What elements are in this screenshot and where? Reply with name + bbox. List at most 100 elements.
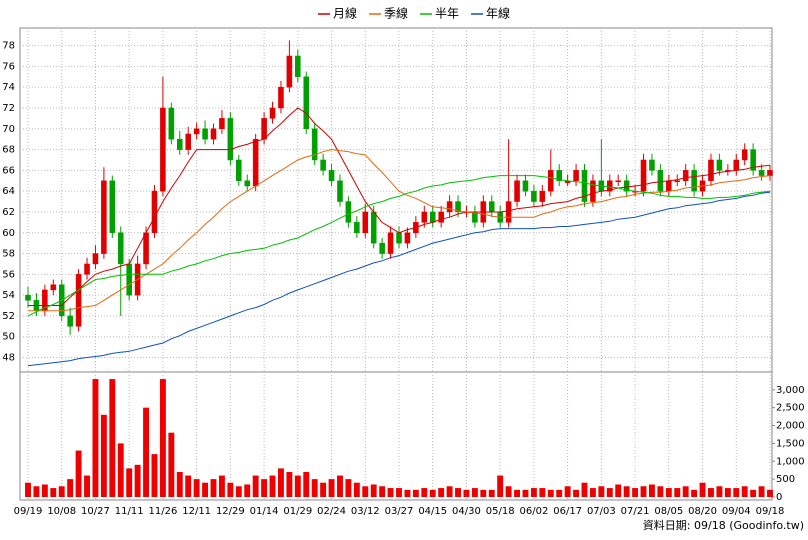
volume-bar — [421, 488, 428, 497]
volume-bar — [134, 464, 141, 497]
volume-bar — [404, 489, 411, 497]
x-tick-label: 10/08 — [47, 506, 76, 517]
y-tick-label: 70 — [2, 124, 15, 135]
volume-bar — [126, 468, 133, 497]
candle-body — [354, 222, 360, 234]
volume-bar — [362, 486, 369, 497]
candle-body — [227, 118, 234, 161]
volume-bar — [480, 489, 487, 497]
moving-average-line — [27, 191, 771, 367]
volume-bar — [412, 489, 419, 497]
volume-bar — [396, 488, 402, 497]
candle-body — [556, 170, 562, 182]
volume-bar — [539, 488, 546, 497]
x-tick-label: 08/20 — [688, 506, 717, 517]
candle-body — [581, 170, 588, 202]
candle-body — [236, 159, 242, 182]
candle-body — [649, 159, 655, 171]
volume-bar — [724, 488, 731, 497]
candle-body — [160, 107, 166, 192]
volume-bar — [345, 479, 352, 497]
legend-label: 半年 — [435, 7, 459, 21]
volume-bar — [193, 479, 200, 497]
candle-body — [176, 138, 183, 150]
candle-body — [691, 170, 697, 192]
candle-body — [539, 190, 546, 202]
legend-label: 年線 — [486, 6, 510, 21]
volume-bar — [67, 479, 74, 497]
volume-bar — [84, 475, 90, 497]
plot-frame — [19, 27, 773, 501]
candle-body — [109, 180, 116, 234]
candle-body — [514, 180, 520, 202]
y-tick-label: 60 — [2, 228, 15, 239]
y-tick-label: 52 — [2, 311, 15, 322]
volume-bar — [699, 482, 706, 497]
volume-bar — [598, 486, 605, 497]
candle-body — [657, 170, 664, 192]
y-tick-label: 58 — [2, 249, 15, 260]
volume-bar — [438, 488, 445, 497]
candle-body — [185, 133, 191, 150]
volume-bar — [657, 486, 664, 497]
volume-bar — [741, 486, 748, 497]
candle-body — [387, 232, 394, 254]
volume-tick-label: 1,500 — [776, 438, 805, 449]
x-tick-label: 01/14 — [250, 506, 279, 517]
candle-body — [674, 180, 681, 183]
volume-bar — [210, 479, 217, 497]
volume-bar — [573, 489, 580, 497]
volume-bar — [606, 488, 613, 497]
candle-body — [303, 76, 310, 130]
candle-body — [379, 242, 385, 254]
volume-bar — [522, 489, 529, 497]
volume-bar — [640, 486, 647, 497]
volume-bar — [235, 486, 242, 497]
x-tick-label: 09/04 — [722, 506, 751, 517]
volume-bar — [387, 488, 394, 497]
x-tick-label: 12/11 — [182, 506, 211, 517]
candle-body — [429, 211, 436, 223]
candle-body — [210, 128, 217, 140]
legend-label: 月線 — [333, 6, 357, 21]
candle-body — [311, 128, 318, 161]
volume-bar — [505, 486, 512, 497]
volume-bar — [733, 488, 740, 497]
volume-bar — [429, 489, 436, 497]
candle-body — [151, 190, 158, 234]
y-tick-label: 76 — [2, 61, 15, 72]
volume-bar — [143, 407, 149, 497]
volume-bar — [92, 379, 99, 497]
volume-bar — [218, 475, 225, 497]
volume-tick-label: 2,500 — [776, 403, 805, 414]
volume-bar — [252, 475, 259, 497]
volume-bar — [328, 479, 335, 497]
volume-bar — [117, 443, 124, 497]
candle-body — [50, 284, 57, 291]
candle-body — [84, 263, 90, 275]
x-tick-label: 08/05 — [654, 506, 683, 517]
candle-body — [328, 170, 335, 182]
x-tick-label: 04/15 — [418, 506, 447, 517]
volume-bar — [286, 471, 293, 497]
y-tick-label: 50 — [2, 332, 15, 343]
y-tick-label: 74 — [2, 82, 15, 93]
volume-tick-label: 1,000 — [776, 456, 805, 467]
candle-body — [404, 232, 411, 244]
volume-bar — [168, 432, 175, 497]
x-tick-label: 09/19 — [14, 506, 43, 517]
volume-bar — [311, 479, 318, 497]
volume-bar — [185, 475, 192, 497]
volume-bar — [303, 471, 310, 497]
volume-bar — [446, 486, 453, 497]
candle-body — [25, 294, 31, 301]
volume-bar — [50, 488, 57, 497]
candle-body — [733, 159, 740, 171]
candle-body — [767, 170, 773, 176]
candle-body — [244, 180, 251, 187]
candle-body — [92, 253, 99, 265]
y-tick-label: 56 — [2, 269, 15, 280]
volume-bar — [691, 489, 698, 497]
volume-bar — [564, 486, 571, 497]
candle-body — [455, 201, 461, 213]
